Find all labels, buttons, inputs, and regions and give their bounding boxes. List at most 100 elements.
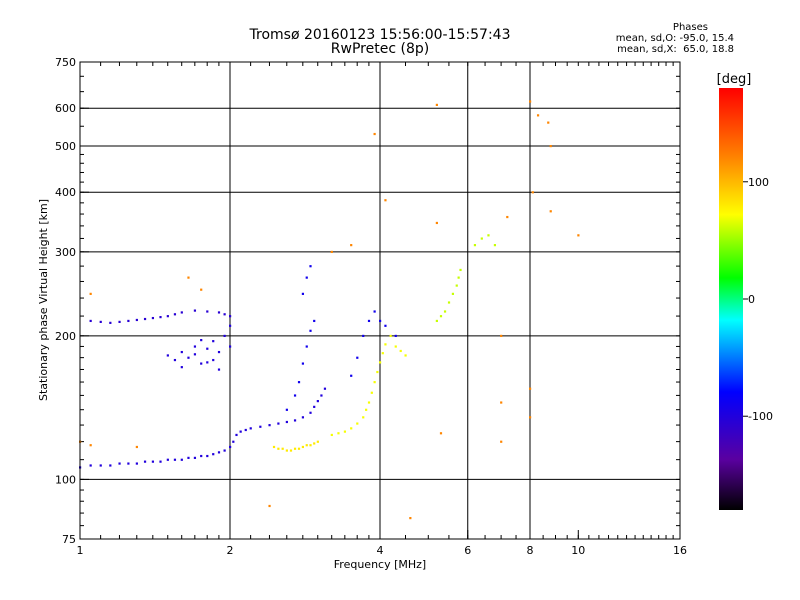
- data-point: [277, 447, 280, 450]
- data-point: [529, 387, 532, 390]
- y-tick-label: 750: [55, 56, 76, 69]
- data-point: [309, 444, 312, 447]
- data-point: [200, 454, 203, 458]
- x-tick-label: 10: [571, 544, 585, 557]
- y-tick-label: 600: [55, 102, 76, 115]
- colorbar-tick-label: 0: [748, 293, 755, 306]
- y-tick-label: 75: [62, 533, 76, 546]
- data-point: [435, 319, 438, 323]
- data-point: [384, 324, 387, 327]
- data-point: [313, 405, 316, 408]
- data-point: [577, 234, 580, 237]
- data-point: [549, 144, 552, 148]
- data-point: [285, 408, 288, 411]
- data-point: [173, 358, 177, 362]
- data-point: [297, 447, 301, 450]
- data-point: [500, 334, 503, 338]
- data-point: [381, 352, 384, 355]
- data-point: [118, 320, 121, 323]
- data-point: [159, 316, 162, 319]
- colorbar-tick-label: 100: [748, 176, 769, 189]
- x-tick-label: 6: [464, 544, 471, 557]
- data-point: [229, 445, 232, 449]
- data-point: [297, 381, 301, 384]
- data-point: [457, 276, 460, 279]
- x-tick-label: 8: [527, 544, 534, 557]
- data-point: [166, 354, 169, 357]
- data-point: [200, 288, 203, 291]
- data-point: [350, 244, 353, 247]
- data-point: [173, 458, 177, 461]
- data-point: [316, 440, 319, 443]
- data-point: [180, 366, 183, 369]
- data-point: [379, 361, 382, 364]
- data-point: [235, 433, 238, 437]
- plot-frame: [79, 61, 681, 540]
- data-point: [217, 311, 221, 314]
- data-point: [229, 315, 232, 318]
- data-point: [268, 504, 271, 508]
- data-point: [206, 310, 209, 313]
- data-point: [365, 408, 368, 411]
- data-point: [451, 292, 455, 295]
- data-point: [367, 401, 371, 404]
- data-point: [320, 394, 323, 397]
- data-point: [118, 462, 121, 465]
- data-point: [232, 440, 235, 443]
- data-point: [200, 362, 203, 365]
- data-point: [531, 191, 534, 194]
- data-point: [343, 430, 347, 433]
- data-point: [193, 345, 197, 348]
- data-point: [362, 416, 365, 419]
- data-point: [166, 315, 169, 318]
- data-point: [447, 301, 451, 304]
- data-point: [350, 427, 353, 430]
- data-point: [143, 460, 147, 463]
- data-point: [212, 340, 215, 343]
- data-point: [159, 460, 162, 463]
- y-axis-label: Stationary phase Virtual Height [km]: [37, 199, 50, 401]
- data-point: [473, 244, 477, 247]
- data-point: [143, 317, 147, 321]
- data-point: [443, 310, 447, 313]
- data-point: [384, 343, 387, 346]
- data-point: [89, 292, 92, 295]
- data-point: [217, 368, 221, 371]
- data-point: [404, 354, 407, 357]
- data-point: [399, 349, 402, 353]
- colorbar-tick-label: -100: [748, 410, 773, 423]
- data-point: [439, 432, 443, 435]
- x-tick-label: 2: [227, 544, 234, 557]
- data-point: [356, 422, 359, 425]
- data-point: [394, 334, 397, 338]
- data-point: [409, 517, 412, 520]
- data-point: [309, 329, 312, 332]
- data-point: [487, 234, 490, 237]
- data-point: [285, 449, 288, 452]
- data-point: [367, 319, 371, 323]
- data-point: [379, 319, 382, 323]
- data-point: [506, 215, 509, 219]
- data-point: [493, 244, 497, 247]
- data-point: [330, 433, 333, 437]
- data-point: [249, 427, 252, 430]
- chart-subtitle: RwPretec (8p): [330, 41, 430, 57]
- phases-heading: Phases: [672, 22, 708, 33]
- data-point: [268, 424, 271, 427]
- data-point: [166, 458, 169, 461]
- phase-stats-x: mean, sd,X: 65.0, 18.8: [617, 44, 734, 55]
- colorbar-ticks: 100 0 -100: [743, 176, 773, 423]
- data-point: [330, 250, 333, 254]
- data-point: [356, 356, 359, 359]
- data-point: [389, 334, 392, 338]
- data-point: [309, 411, 312, 414]
- data-point: [99, 464, 102, 467]
- grid-lines: [80, 62, 680, 539]
- data-point: [212, 358, 215, 362]
- data-point: [89, 464, 92, 467]
- data-point: [187, 456, 190, 459]
- x-tick-label: 16: [673, 544, 687, 557]
- x-axis-label: Frequency [MHz]: [334, 558, 426, 571]
- data-point: [536, 114, 540, 117]
- data-point: [180, 458, 183, 461]
